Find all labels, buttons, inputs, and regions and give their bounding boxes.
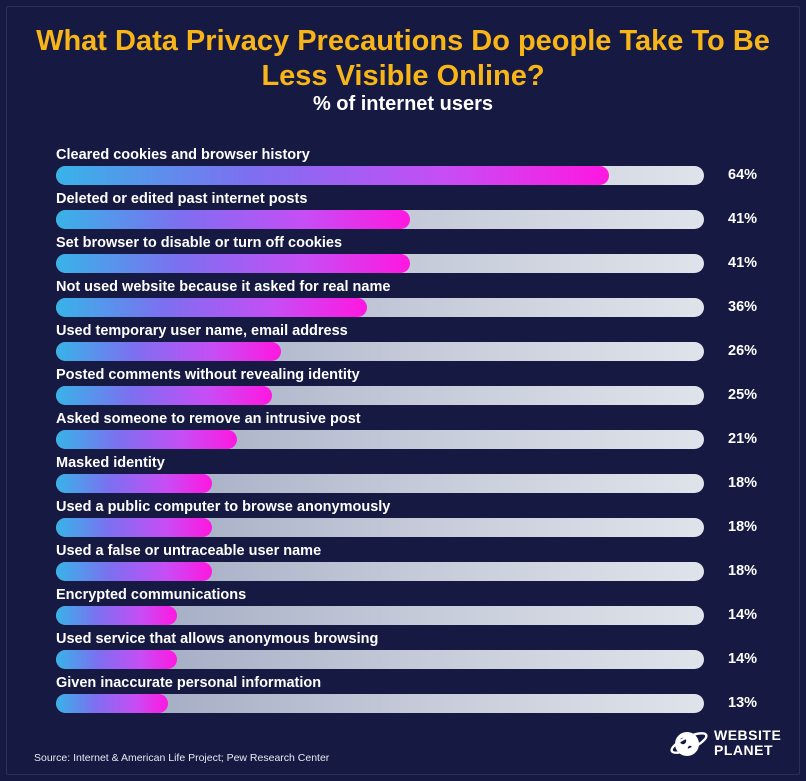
bar-label: Asked someone to remove an intrusive pos… <box>56 411 361 427</box>
bar-track <box>56 518 704 537</box>
bar <box>56 474 212 493</box>
bar <box>56 210 410 229</box>
logo-line-2: PLANET <box>714 742 773 758</box>
bar-value-label: 18% <box>728 475 758 491</box>
bar <box>56 386 272 405</box>
bar <box>56 430 237 449</box>
logo-text: WEBSITE PLANET <box>714 728 781 758</box>
bar-value-label: 41% <box>728 255 758 271</box>
bar <box>56 606 177 625</box>
bar-value-label: 64% <box>728 167 758 183</box>
bar <box>56 694 168 713</box>
bar-track <box>56 606 704 625</box>
bar-track <box>56 474 704 493</box>
bar-label: Deleted or edited past internet posts <box>56 191 308 207</box>
bar-value-label: 21% <box>728 431 758 447</box>
bar-track <box>56 430 704 449</box>
website-planet-logo: WEBSITE PLANET <box>668 724 781 764</box>
bar-label: Used service that allows anonymous brows… <box>56 631 379 647</box>
bar <box>56 650 177 669</box>
bar <box>56 254 410 273</box>
bar-track <box>56 386 704 405</box>
bar-track <box>56 562 704 581</box>
bar-label: Set browser to disable or turn off cooki… <box>56 235 343 251</box>
globe-planet-icon <box>670 732 708 756</box>
bar <box>56 166 609 185</box>
bar-label: Used temporary user name, email address <box>56 323 348 339</box>
bar-track <box>56 342 704 361</box>
bar-label: Used a public computer to browse anonymo… <box>56 499 391 515</box>
bar-label: Posted comments without revealing identi… <box>56 367 360 383</box>
bar <box>56 298 367 317</box>
bar-track <box>56 694 704 713</box>
bar-value-label: 13% <box>728 695 758 711</box>
bar-value-label: 18% <box>728 563 758 579</box>
chart-frame <box>6 6 800 775</box>
bar-value-label: 36% <box>728 299 758 315</box>
bar-label: Cleared cookies and browser history <box>56 147 310 163</box>
bar-track <box>56 650 704 669</box>
bar <box>56 562 212 581</box>
bar-label: Encrypted communications <box>56 587 247 603</box>
bar <box>56 342 281 361</box>
bar <box>56 518 212 537</box>
bar-value-label: 14% <box>728 607 758 623</box>
source-note: Source: Internet & American Life Project… <box>34 752 330 764</box>
bar-label: Used a false or untraceable user name <box>56 543 322 559</box>
bar-label: Given inaccurate personal information <box>56 675 322 691</box>
chart-subtitle: % of internet users <box>312 93 494 115</box>
bar-track <box>56 210 704 229</box>
bar-label: Masked identity <box>56 455 165 471</box>
bar-value-label: 26% <box>728 343 758 359</box>
bar-value-label: 14% <box>728 651 758 667</box>
bar-track <box>56 166 704 185</box>
bar-value-label: 18% <box>728 519 758 535</box>
bar-value-label: 41% <box>728 211 758 227</box>
logo-line-1: WEBSITE <box>714 727 782 743</box>
bar-label: Not used website because it asked for re… <box>56 279 391 295</box>
bar-track <box>56 298 704 317</box>
chart-title: What Data Privacy Precautions Do people … <box>36 25 770 92</box>
bar-track <box>56 254 704 273</box>
bar-value-label: 25% <box>728 387 758 403</box>
